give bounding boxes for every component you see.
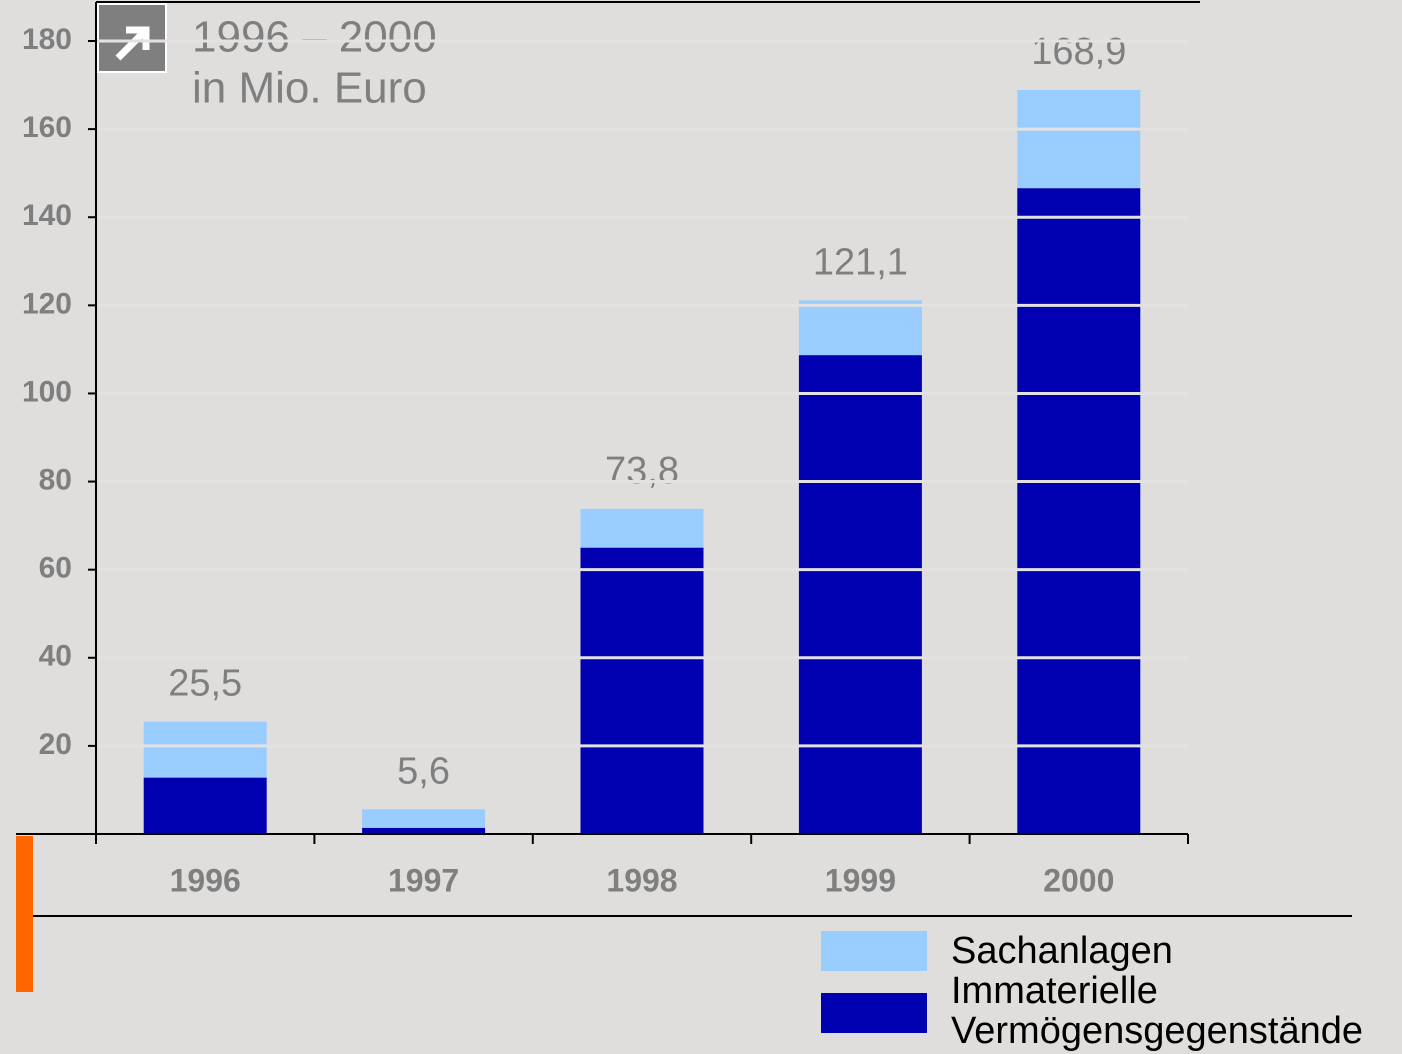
y-tick-label: 120	[22, 287, 72, 320]
bar-segment	[1017, 89, 1141, 189]
y-tick-label: 140	[22, 199, 72, 232]
legend-label: Sachanlagen	[951, 930, 1173, 972]
legend-swatch	[821, 993, 927, 1033]
bar-segment	[798, 355, 922, 834]
bar-segment	[580, 547, 704, 834]
accent-bar	[16, 836, 33, 992]
bar-segment	[1017, 188, 1141, 834]
bar-segment	[798, 300, 922, 356]
x-tick-label: 1996	[170, 862, 241, 898]
total-label: 5,6	[397, 750, 450, 792]
bar-segment	[362, 827, 486, 834]
total-label: 73,8	[605, 450, 679, 492]
legend: Sachanlagen Immaterielle Vermögensgegenst…	[821, 931, 1391, 1051]
y-tick-label: 180	[22, 23, 72, 56]
chart-title: 1996 – 2000	[192, 13, 437, 62]
bar-segment	[143, 777, 267, 834]
bar-segment	[580, 508, 704, 548]
bar-segment	[143, 721, 267, 778]
chart-subtitle: in Mio. Euro	[192, 64, 427, 113]
arrow-icon	[115, 26, 150, 61]
x-tick-label: 2000	[1043, 862, 1114, 898]
y-tick-label: 40	[39, 640, 72, 673]
bar-segment	[362, 809, 486, 828]
y-tick-label: 160	[22, 111, 72, 144]
x-tick-label: 1997	[388, 862, 459, 898]
y-tick-label: 80	[39, 463, 72, 496]
y-tick-label: 20	[39, 728, 72, 761]
icon-box	[97, 3, 167, 73]
total-label: 121,1	[813, 242, 908, 284]
x-tick-label: 1999	[825, 862, 896, 898]
legend-label: Immaterielle Vermögensgegenstände	[951, 970, 1363, 1052]
total-label: 25,5	[168, 663, 242, 705]
legend-swatch	[821, 931, 927, 971]
legend-item: Immaterielle Vermögensgegenstände	[821, 971, 1391, 1051]
total-label: 168,9	[1031, 31, 1126, 73]
y-tick-label: 100	[22, 375, 72, 408]
x-tick-label: 1998	[606, 862, 677, 898]
y-tick-label: 60	[39, 552, 72, 585]
legend-item: Sachanlagen	[821, 931, 1391, 971]
